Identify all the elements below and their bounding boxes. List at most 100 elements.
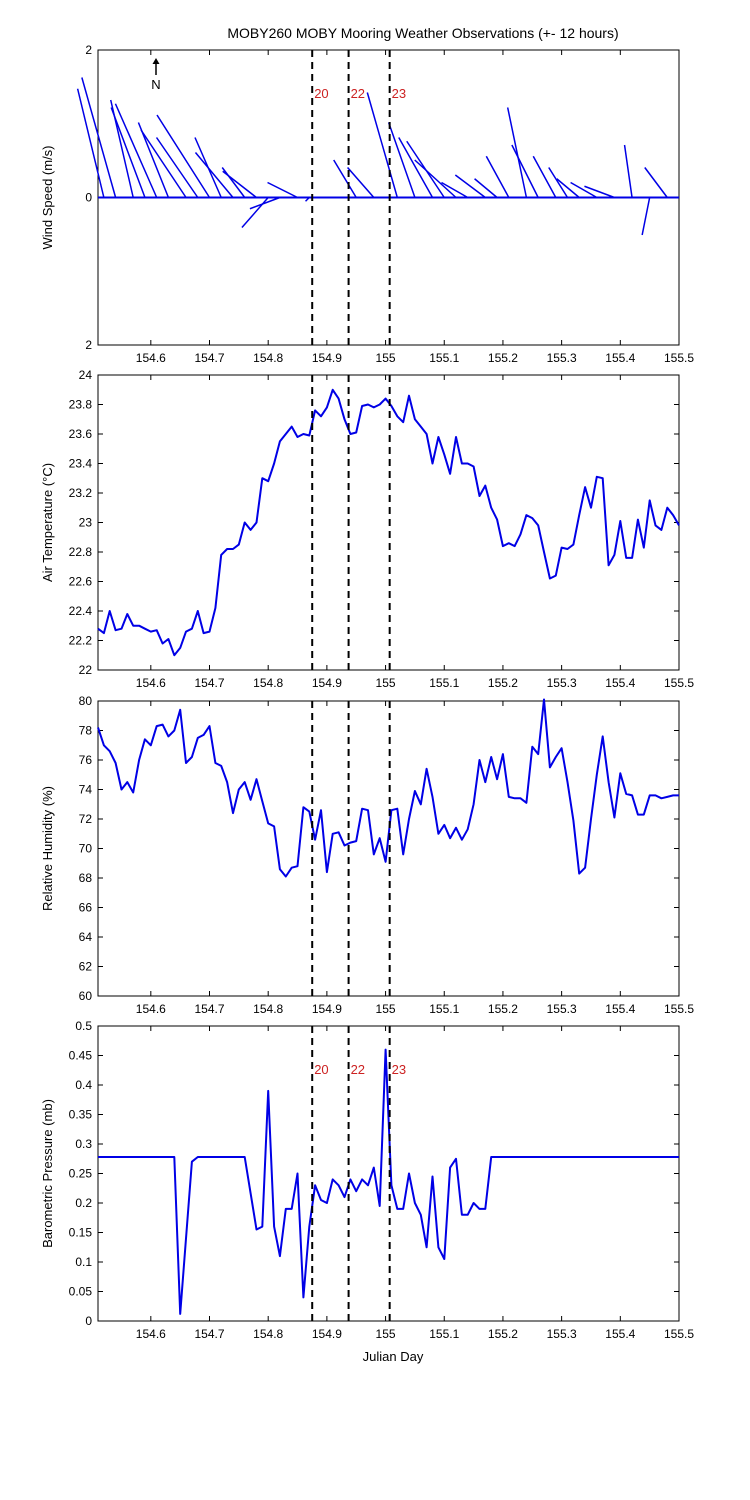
x-tick-label: 155.2 xyxy=(488,1327,518,1341)
y-tick-label: 0.1 xyxy=(75,1255,92,1269)
y-axis-label: Relative Humidity (%) xyxy=(40,786,55,911)
panel-4: 154.6 154.7 154.8 154.9 155 155.1 155.2 155.3 15… xyxy=(40,1019,694,1341)
y-axis-label: Barometric Pressure (mb) xyxy=(40,1099,55,1248)
wind-vector xyxy=(644,167,668,198)
axes-frame xyxy=(97,374,680,671)
y-tick-label: 0.45 xyxy=(69,1049,93,1063)
wind-vector xyxy=(511,144,539,198)
y-axis-label: Wind Speed (m/s) xyxy=(40,145,55,249)
x-tick-label: 155.3 xyxy=(547,1327,577,1341)
wind-vector xyxy=(249,196,281,210)
x-tick-label: 154.7 xyxy=(194,351,224,365)
series-line xyxy=(98,1048,679,1315)
x-tick-label: 155.1 xyxy=(429,1002,459,1016)
y-tick-label: 74 xyxy=(79,783,93,797)
x-tick-label: 154.6 xyxy=(136,1002,166,1016)
wind-vector xyxy=(194,152,234,198)
x-tick-label: 155.3 xyxy=(547,351,577,365)
wind-vector xyxy=(304,196,310,202)
wind-vector xyxy=(137,122,170,198)
x-tick-label: 155.3 xyxy=(547,676,577,690)
y-tick-label: 0.05 xyxy=(69,1285,93,1299)
wind-vector xyxy=(156,114,211,198)
y-tick-label: 70 xyxy=(79,842,93,856)
north-arrow-label: N xyxy=(151,77,160,92)
series-line xyxy=(97,388,680,657)
y-tick-label: 72 xyxy=(79,812,93,826)
panel-3: 154.6 154.7 154.8 154.9 155 155.1 155.2 155.3 15… xyxy=(40,694,694,1016)
x-tick-label: 154.9 xyxy=(312,1327,342,1341)
wind-vector xyxy=(221,167,246,198)
wind-vector xyxy=(333,159,357,198)
y-tick-label: 0.4 xyxy=(75,1078,92,1092)
x-tick-label: 154.9 xyxy=(312,351,342,365)
y-tick-label: 22.2 xyxy=(69,634,93,648)
y-tick-label: 23.4 xyxy=(69,457,93,471)
y-tick-label: 23.8 xyxy=(69,398,93,412)
wind-vector xyxy=(398,137,434,198)
y-tick-label: 22.8 xyxy=(69,545,93,559)
marker-label-23: 23 xyxy=(392,86,406,101)
chart-title: MOBY260 MOBY Mooring Weather Observation… xyxy=(227,25,618,41)
wind-vectors xyxy=(76,77,679,236)
marker-label-20: 20 xyxy=(314,1062,328,1077)
wind-vector xyxy=(347,167,375,198)
x-tick-label: 155 xyxy=(376,1002,396,1016)
x-tick-label: 155 xyxy=(376,351,396,365)
x-tick-label: 155 xyxy=(376,676,396,690)
wind-vector xyxy=(76,88,105,198)
x-tick-label: 155.1 xyxy=(429,1327,459,1341)
wind-vector xyxy=(570,181,598,199)
wind-vector xyxy=(532,155,557,198)
wind-vector xyxy=(454,174,486,199)
x-tick-label: 154.6 xyxy=(136,1327,166,1341)
wind-vector xyxy=(485,155,510,198)
y-tick-label: 76 xyxy=(79,753,93,767)
x-tick-label: 155.3 xyxy=(547,1002,577,1016)
wind-vector xyxy=(474,178,498,199)
x-tick-label: 154.9 xyxy=(312,1002,342,1016)
x-tick-label: 155.5 xyxy=(664,351,694,365)
y-tick-label: 0.3 xyxy=(75,1137,92,1151)
y-tick-label: 80 xyxy=(79,694,93,708)
wind-vector xyxy=(556,178,580,199)
wind-vector xyxy=(81,77,117,198)
x-tick-label: 155.1 xyxy=(429,351,459,365)
wind-vector xyxy=(222,170,257,199)
wind-vector xyxy=(387,122,416,198)
wind-vector xyxy=(114,103,158,198)
x-tick-label: 155.2 xyxy=(488,1002,518,1016)
axes-frame xyxy=(97,700,680,997)
y-tick-label: 2 xyxy=(85,43,92,57)
x-tick-label: 155 xyxy=(376,1327,396,1341)
wind-vector xyxy=(441,181,469,199)
x-tick-label: 155.2 xyxy=(488,676,518,690)
wind-vector xyxy=(267,181,298,199)
marker-label-22: 22 xyxy=(351,1062,365,1077)
y-tick-label: 62 xyxy=(79,960,93,974)
x-tick-label: 155.2 xyxy=(488,351,518,365)
y-tick-label: 0.25 xyxy=(69,1167,93,1181)
y-tick-label: 0 xyxy=(85,1314,92,1328)
axes-frame xyxy=(97,1025,680,1322)
y-tick-label: 23.6 xyxy=(69,427,93,441)
wind-vector xyxy=(414,159,457,199)
x-tick-label: 154.7 xyxy=(194,676,224,690)
x-tick-label: 154.9 xyxy=(312,676,342,690)
y-tick-label: 24 xyxy=(79,368,93,382)
y-tick-label: 0.2 xyxy=(75,1196,92,1210)
north-arrow-icon: N xyxy=(151,58,161,92)
y-tick-label: 0.5 xyxy=(75,1019,92,1033)
wind-vector xyxy=(623,144,633,198)
x-tick-label: 155.4 xyxy=(605,351,635,365)
x-tick-label: 154.7 xyxy=(194,1002,224,1016)
panel-1: 154.6 154.7 154.8 154.9 155 155.1 155.2 155.3 15… xyxy=(40,43,694,365)
x-tick-label: 154.6 xyxy=(136,351,166,365)
y-tick-label: 66 xyxy=(79,901,93,915)
wind-vector xyxy=(155,137,199,198)
x-tick-label: 155.5 xyxy=(664,1327,694,1341)
y-tick-label: 22 xyxy=(79,663,93,677)
y-tick-label: 68 xyxy=(79,871,93,885)
y-tick-label: 78 xyxy=(79,724,93,738)
